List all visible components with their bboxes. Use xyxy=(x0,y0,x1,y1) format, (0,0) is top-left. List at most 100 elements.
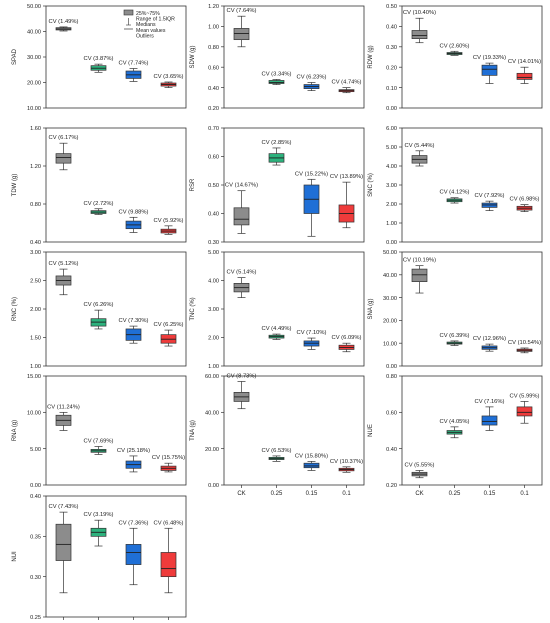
box-0_15: CV (7.74%) xyxy=(119,60,149,82)
cv-label: CV (5.99%) xyxy=(510,393,540,399)
y-tick-label: 20.00 xyxy=(383,319,397,325)
y-tick-label: 15.00 xyxy=(27,374,41,380)
box-0_25: CV (4.05%) xyxy=(440,419,470,439)
x-tick-label: 0.25 xyxy=(449,491,461,497)
iqr-box xyxy=(481,415,498,426)
cv-label: CV (6.09%) xyxy=(332,335,362,341)
iqr-box xyxy=(411,30,428,39)
box-0_1: CV (15.75%) xyxy=(152,455,185,473)
panel-spad: 10.00 20.00 30.00 40.00 50.00 SPAD CV (1.49%) C… xyxy=(12,4,187,112)
y-tick-label: 30.00 xyxy=(383,296,397,302)
x-tick-label: 0.15 xyxy=(484,491,496,497)
box-0_15: CV (25.18%) xyxy=(117,448,150,473)
box-CK: CV (10.40%) xyxy=(403,10,436,44)
cv-label: CV (25.18%) xyxy=(117,448,150,454)
box-0_1: CV (6.98%) xyxy=(510,197,540,212)
y-tick-label: 0.40 xyxy=(386,25,397,31)
plot-frame xyxy=(45,127,187,243)
iqr-box xyxy=(268,80,285,84)
box-0_1: CV (4.74%) xyxy=(332,80,362,94)
iqr-box xyxy=(55,153,72,164)
box-CK: CV (5.14%) xyxy=(227,270,257,298)
iqr-box xyxy=(516,72,533,80)
cv-label: CV (7.64%) xyxy=(227,8,257,14)
iqr-box xyxy=(303,462,320,469)
panel-rna: 0.00 5.00 10.00 15.00 RNA (g) CV (11.24%) CV (… xyxy=(12,374,187,489)
y-tick-label: 50.00 xyxy=(27,4,41,10)
y-tick-label: 0.10 xyxy=(386,86,397,92)
y-axis-label: RDW (g) xyxy=(368,45,374,68)
y-tick-label: 5.00 xyxy=(30,447,41,453)
box-0_15: CV (7.16%) xyxy=(475,399,505,431)
x-tick-label: CK xyxy=(415,491,423,497)
cv-label: CV (3.19%) xyxy=(84,512,114,518)
box-0_15: CV (7.30%) xyxy=(119,318,149,344)
y-tick-label: 0.60 xyxy=(208,65,219,71)
cv-label: CV (5.12%) xyxy=(49,261,79,267)
box-CK: CV (8.73%) xyxy=(227,373,257,410)
y-tick-label: 0.00 xyxy=(208,483,219,489)
y-tick-label: 1.00 xyxy=(386,221,397,227)
y-tick-label: 0.25 xyxy=(30,615,41,621)
cv-label: CV (15.75%) xyxy=(152,455,185,461)
cv-label: CV (4.05%) xyxy=(440,419,470,425)
y-tick-label: 1.50 xyxy=(30,336,41,342)
cv-label: CV (19.33%) xyxy=(473,55,506,61)
y-tick-label: 0.40 xyxy=(208,212,219,218)
y-tick-label: 40.00 xyxy=(383,273,397,279)
box-CK: CV (5.44%) xyxy=(405,143,435,167)
y-tick-label: 1.20 xyxy=(208,4,219,10)
y-tick-label: 2.00 xyxy=(386,202,397,208)
box-0_15: CV (6.23%) xyxy=(297,75,327,92)
x-tick-label: 0.1 xyxy=(342,491,351,497)
plot-frame xyxy=(401,375,543,486)
y-tick-label: 1.00 xyxy=(30,364,41,370)
box-0_1: CV (5.92%) xyxy=(154,218,184,235)
y-tick-label: 0.00 xyxy=(386,240,397,246)
y-tick-label: 0.30 xyxy=(208,240,219,246)
cv-label: CV (5.55%) xyxy=(405,462,435,468)
cv-label: CV (4.74%) xyxy=(332,80,362,86)
box-0_25: CV (6.53%) xyxy=(262,448,292,462)
y-tick-label: 50.00 xyxy=(383,250,397,256)
iqr-box xyxy=(160,552,177,578)
y-tick-label: 0.80 xyxy=(386,374,397,380)
x-tick-label: 0.1 xyxy=(520,491,529,497)
y-axis-label: SDW (g) xyxy=(190,46,196,69)
cv-label: CV (6.17%) xyxy=(49,135,79,141)
y-axis-label: RNC (%) xyxy=(12,297,18,321)
box-0_15: CV (7.92%) xyxy=(475,193,505,211)
cv-label: CV (2.60%) xyxy=(440,43,470,49)
cv-label: CV (7.10%) xyxy=(297,330,327,336)
legend-swatch-box xyxy=(123,9,134,16)
y-tick-label: 0.30 xyxy=(30,575,41,581)
cv-label: CV (5.44%) xyxy=(405,143,435,149)
box-0_25: CV (2.72%) xyxy=(84,201,114,215)
cv-label: CV (15.80%) xyxy=(295,453,328,459)
panel-tnc: 1.00 2.00 3.00 4.00 5.00 TNC (%) CV (5.14%) CV … xyxy=(190,250,365,370)
box-0_15: CV (19.33%) xyxy=(473,55,506,84)
box-CK: CV (7.43%) xyxy=(49,504,79,594)
cv-label: CV (7.74%) xyxy=(119,60,149,66)
cv-label: CV (10.40%) xyxy=(403,10,436,16)
y-tick-label: 4.00 xyxy=(386,164,397,170)
y-tick-label: 1.00 xyxy=(208,364,219,370)
plot-frame xyxy=(401,251,543,367)
y-axis-label: SNA (g) xyxy=(368,298,374,319)
cv-label: CV (14.01%) xyxy=(508,59,541,65)
y-tick-label: 40.00 xyxy=(205,411,219,417)
panel-rdw: 0.00 0.10 0.20 0.30 0.40 0.50 RDW (g) CV (10.40… xyxy=(368,4,543,112)
panel-tna: 0.00 20.00 40.00 60.00 TNA (g) CV (8.73%) CV (… xyxy=(190,373,365,497)
box-CK: CV (11.24%) xyxy=(47,404,80,431)
box-0_25: CV (2.60%) xyxy=(440,43,470,56)
y-tick-label: 0.00 xyxy=(386,364,397,370)
y-tick-label: 0.80 xyxy=(30,202,41,208)
panel-nui: 0.25 0.30 0.35 0.40 NUI CV (7.43%) CV (3.19%) C… xyxy=(12,494,187,621)
y-tick-label: 0.50 xyxy=(208,183,219,189)
y-tick-label: 2.00 xyxy=(30,307,41,313)
y-axis-label: RSR xyxy=(190,178,196,191)
y-tick-label: 0.70 xyxy=(208,126,219,132)
iqr-box xyxy=(233,28,250,41)
